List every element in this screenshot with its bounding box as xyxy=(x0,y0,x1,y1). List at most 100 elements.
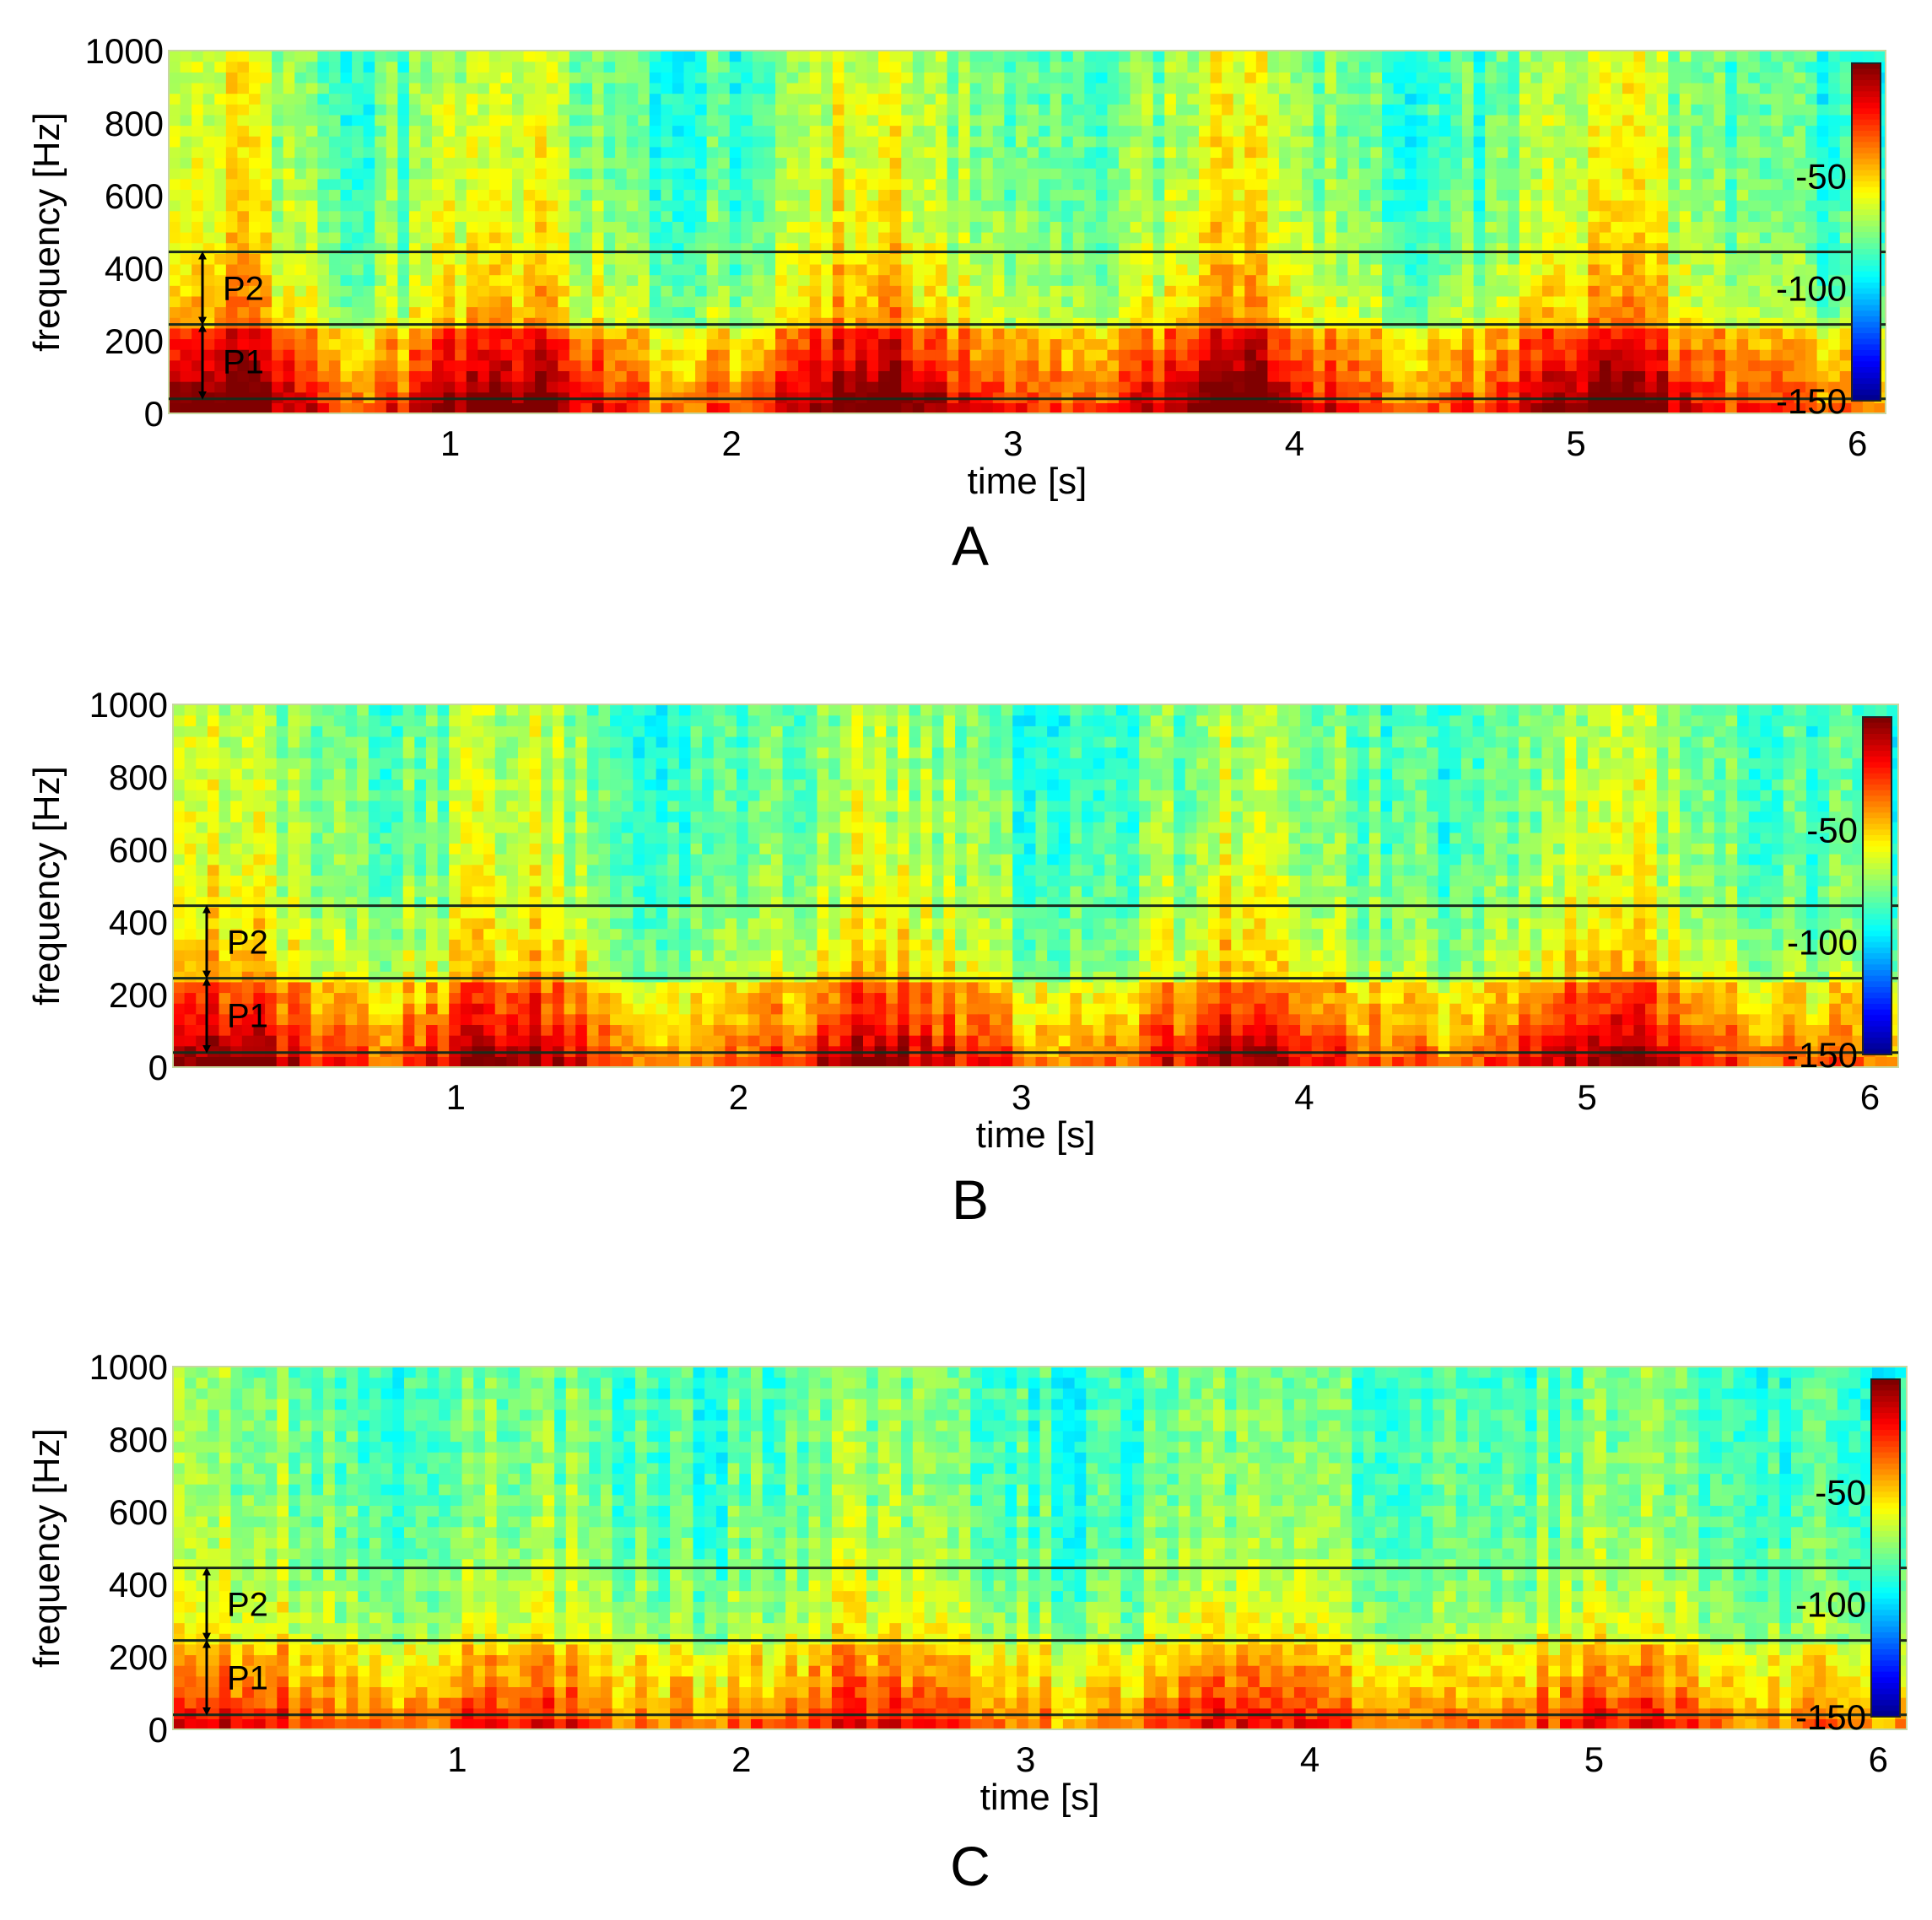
heatmap-cell xyxy=(1725,126,1737,137)
heatmap-cell xyxy=(1050,338,1062,349)
heatmap-cell xyxy=(1622,51,1634,62)
heatmap-cell xyxy=(203,94,215,105)
heatmap-cell xyxy=(901,381,913,392)
heatmap-cell xyxy=(1657,285,1669,296)
heatmap-cell xyxy=(1634,328,1646,339)
heatmap-cell xyxy=(970,307,982,318)
heatmap-cell xyxy=(1783,317,1794,328)
heatmap-cell xyxy=(1141,381,1153,392)
heatmap-cell xyxy=(169,221,181,232)
heatmap-cell xyxy=(958,285,970,296)
heatmap-cell xyxy=(558,275,569,286)
heatmap-cell xyxy=(1703,307,1714,318)
heatmap-cell xyxy=(1554,104,1566,115)
heatmap-cell xyxy=(890,115,902,126)
heatmap-cell xyxy=(1485,221,1497,232)
heatmap-cell xyxy=(936,157,947,168)
heatmap-cell xyxy=(524,200,536,211)
heatmap-cell xyxy=(592,189,604,200)
heatmap-cell xyxy=(901,62,913,73)
heatmap-cell xyxy=(1096,168,1108,179)
heatmap-cell xyxy=(432,168,444,179)
heatmap-cell xyxy=(661,328,672,339)
heatmap-cell xyxy=(272,232,283,243)
heatmap-cell xyxy=(1668,72,1680,83)
heatmap-cell xyxy=(1107,253,1119,264)
heatmap-cell xyxy=(890,381,902,392)
heatmap-cell xyxy=(1256,126,1268,137)
heatmap-cell xyxy=(535,381,547,392)
heatmap-cell xyxy=(272,338,283,349)
heatmap-cell xyxy=(283,338,295,349)
heatmap-cell xyxy=(1050,157,1062,168)
heatmap-cell xyxy=(1336,51,1348,62)
heatmap-cell xyxy=(1691,147,1703,158)
heatmap-cell xyxy=(489,200,501,211)
heatmap-cell xyxy=(1073,307,1085,318)
heatmap-cell xyxy=(1657,51,1669,62)
heatmap-cell xyxy=(569,307,581,318)
heatmap-cell xyxy=(272,72,283,83)
heatmap-cell xyxy=(1153,168,1165,179)
heatmap-cell xyxy=(844,285,855,296)
heatmap-cell xyxy=(947,115,959,126)
heatmap-cell xyxy=(455,189,467,200)
heatmap-cell xyxy=(169,72,181,83)
heatmap-cell xyxy=(1725,136,1737,147)
heatmap-cell xyxy=(1336,126,1348,137)
heatmap-cell xyxy=(627,189,639,200)
heatmap-cell xyxy=(993,62,1005,73)
heatmap-cell xyxy=(1427,328,1439,339)
heatmap-cell xyxy=(718,179,730,190)
heatmap-cell xyxy=(1176,307,1188,318)
heatmap-cell xyxy=(1016,253,1028,264)
heatmap-cell xyxy=(867,275,879,286)
heatmap-cell xyxy=(1233,94,1245,105)
heatmap-cell xyxy=(226,381,238,392)
heatmap-cell xyxy=(317,328,329,339)
heatmap-cell xyxy=(913,179,925,190)
heatmap-cell xyxy=(1347,349,1359,360)
heatmap-cell xyxy=(1417,328,1428,339)
heatmap-cell xyxy=(1600,370,1611,381)
heatmap-cell xyxy=(1061,189,1073,200)
heatmap-cell xyxy=(787,381,799,392)
heatmap-cell xyxy=(684,147,696,158)
heatmap-cell xyxy=(1222,136,1233,147)
heatmap-cell xyxy=(1508,62,1519,73)
heatmap-cell xyxy=(1325,253,1336,264)
heatmap-cell xyxy=(1485,317,1497,328)
heatmap-cell xyxy=(1039,221,1050,232)
heatmap-cell xyxy=(478,285,489,296)
heatmap-cell xyxy=(833,328,845,339)
heatmap-cell xyxy=(1279,317,1291,328)
heatmap-cell xyxy=(1680,381,1692,392)
heatmap-cell xyxy=(993,51,1005,62)
heatmap-cell xyxy=(1645,72,1657,83)
heatmap-cell xyxy=(1554,157,1566,168)
heatmap-cell xyxy=(787,264,799,275)
heatmap-cell xyxy=(306,115,318,126)
heatmap-cell xyxy=(993,104,1005,115)
heatmap-cell xyxy=(375,349,386,360)
heatmap-cell xyxy=(352,253,364,264)
heatmap-cell xyxy=(1439,360,1451,371)
heatmap-cell xyxy=(489,115,501,126)
heatmap-cell xyxy=(1199,307,1211,318)
heatmap-cell xyxy=(1691,211,1703,222)
heatmap-cell xyxy=(684,104,696,115)
heatmap-cell xyxy=(283,211,295,222)
heatmap-cell xyxy=(1325,200,1336,211)
heatmap-cell xyxy=(1233,338,1245,349)
heatmap-cell xyxy=(1291,115,1303,126)
heatmap-cell xyxy=(569,370,581,381)
heatmap-cell xyxy=(1645,317,1657,328)
heatmap-cell xyxy=(741,157,753,168)
heatmap-cell xyxy=(192,115,203,126)
heatmap-cell xyxy=(1405,328,1417,339)
heatmap-cell xyxy=(627,72,639,83)
heatmap-cell xyxy=(249,51,261,62)
heatmap-cell xyxy=(1302,381,1314,392)
heatmap-cell xyxy=(1028,264,1039,275)
heatmap-cell xyxy=(1096,296,1108,307)
